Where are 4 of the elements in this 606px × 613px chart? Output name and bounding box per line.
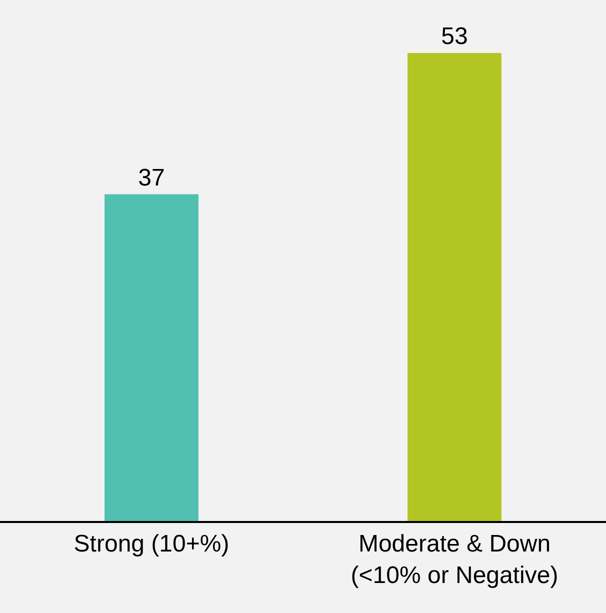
x-tick-label: Moderate & Down (<10% or Negative) bbox=[350, 530, 558, 589]
data-label: 53 bbox=[441, 22, 468, 50]
data-label: 37 bbox=[138, 164, 165, 192]
x-tick-label: Strong (10+%) bbox=[74, 530, 230, 558]
